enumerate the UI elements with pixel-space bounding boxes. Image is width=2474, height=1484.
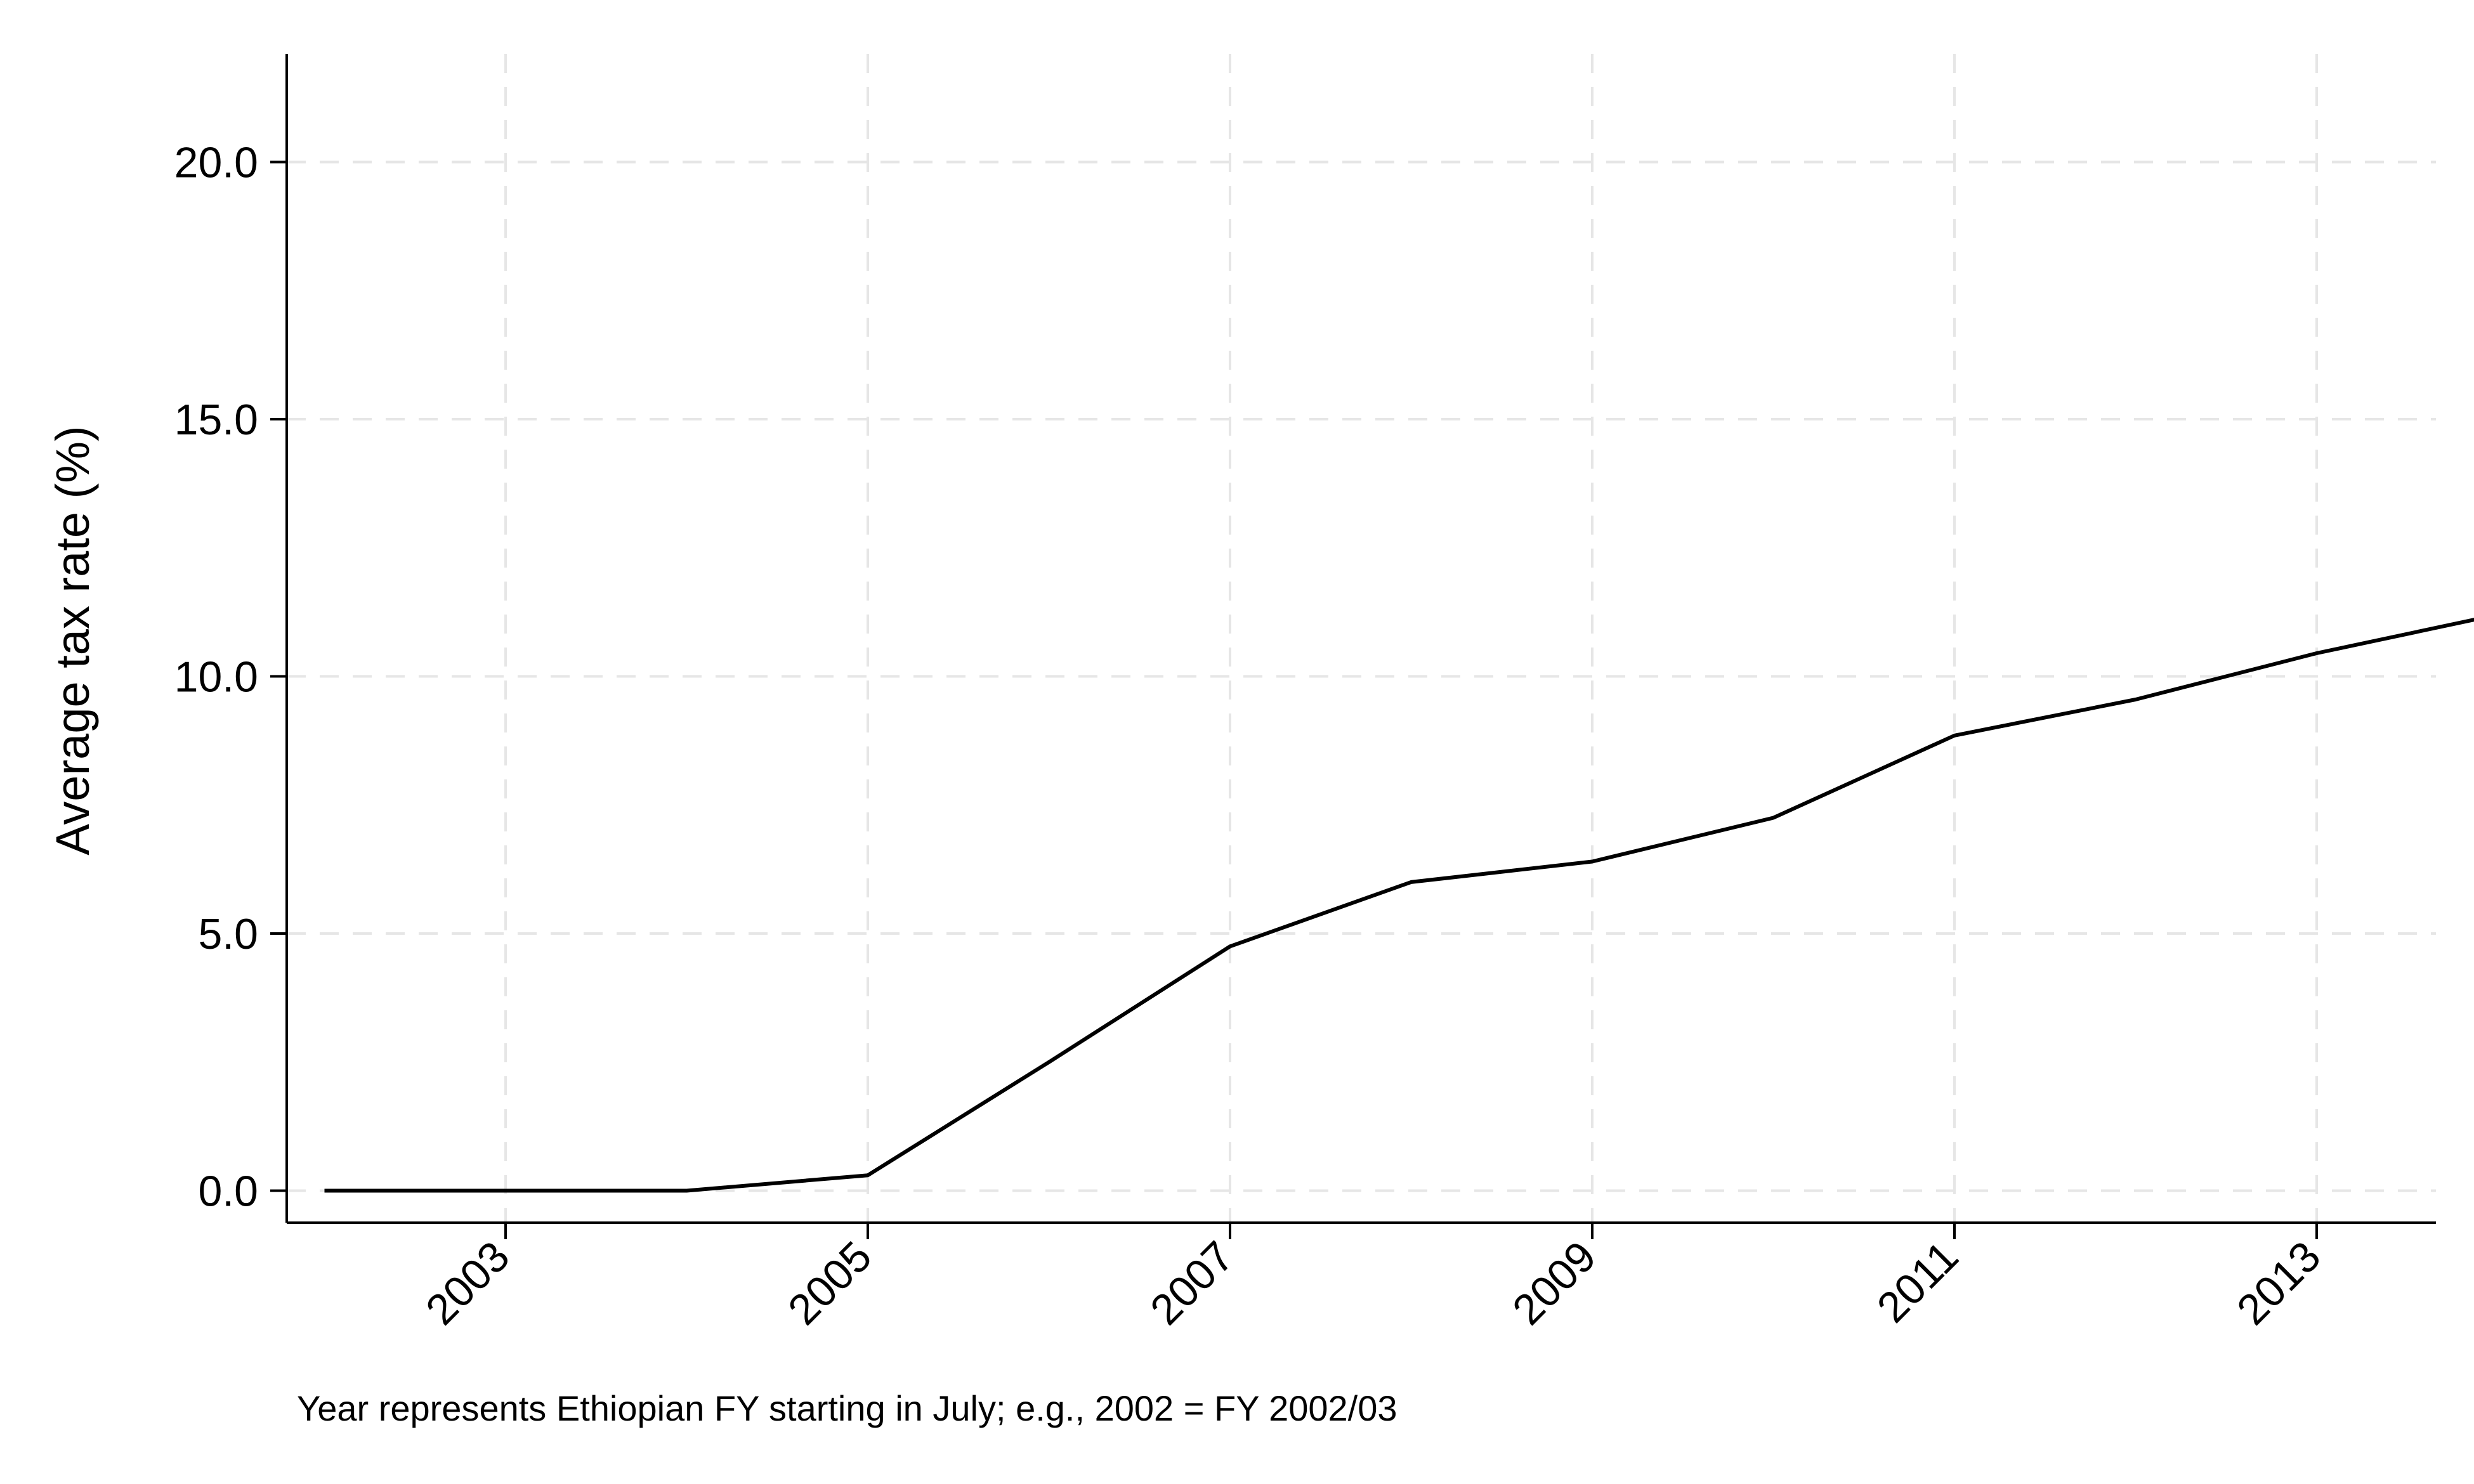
series-lines	[324, 618, 2474, 1193]
x-tick-label: 2005	[779, 1232, 881, 1334]
y-tick-label: 0.0	[198, 1168, 258, 1216]
y-tick-label: 20.0	[174, 139, 258, 187]
y-tick-label: 5.0	[198, 910, 258, 958]
average-tax-rate-line	[324, 618, 2474, 1193]
x-tick-label: 2013	[2228, 1232, 2330, 1334]
chart-note: Year represents Ethiopian FY starting in…	[297, 1388, 1397, 1428]
tick-labels: 0.0 5.0 10.0 15.0 20.0 2003 2005 2007 2009 2011 20…	[174, 139, 2330, 1334]
y-tick-label: 15.0	[174, 396, 258, 444]
x-tick-label: 2009	[1503, 1232, 1606, 1334]
x-tick-label: 2003	[417, 1232, 519, 1334]
gridlines	[287, 54, 2436, 1223]
axes	[270, 54, 2436, 1239]
y-axis-title: Average tax rate (%)	[46, 426, 99, 855]
x-tick-label: 2007	[1141, 1232, 1243, 1334]
y-tick-label: 10.0	[174, 653, 258, 701]
x-tick-label: 2011	[1868, 1232, 1967, 1332]
